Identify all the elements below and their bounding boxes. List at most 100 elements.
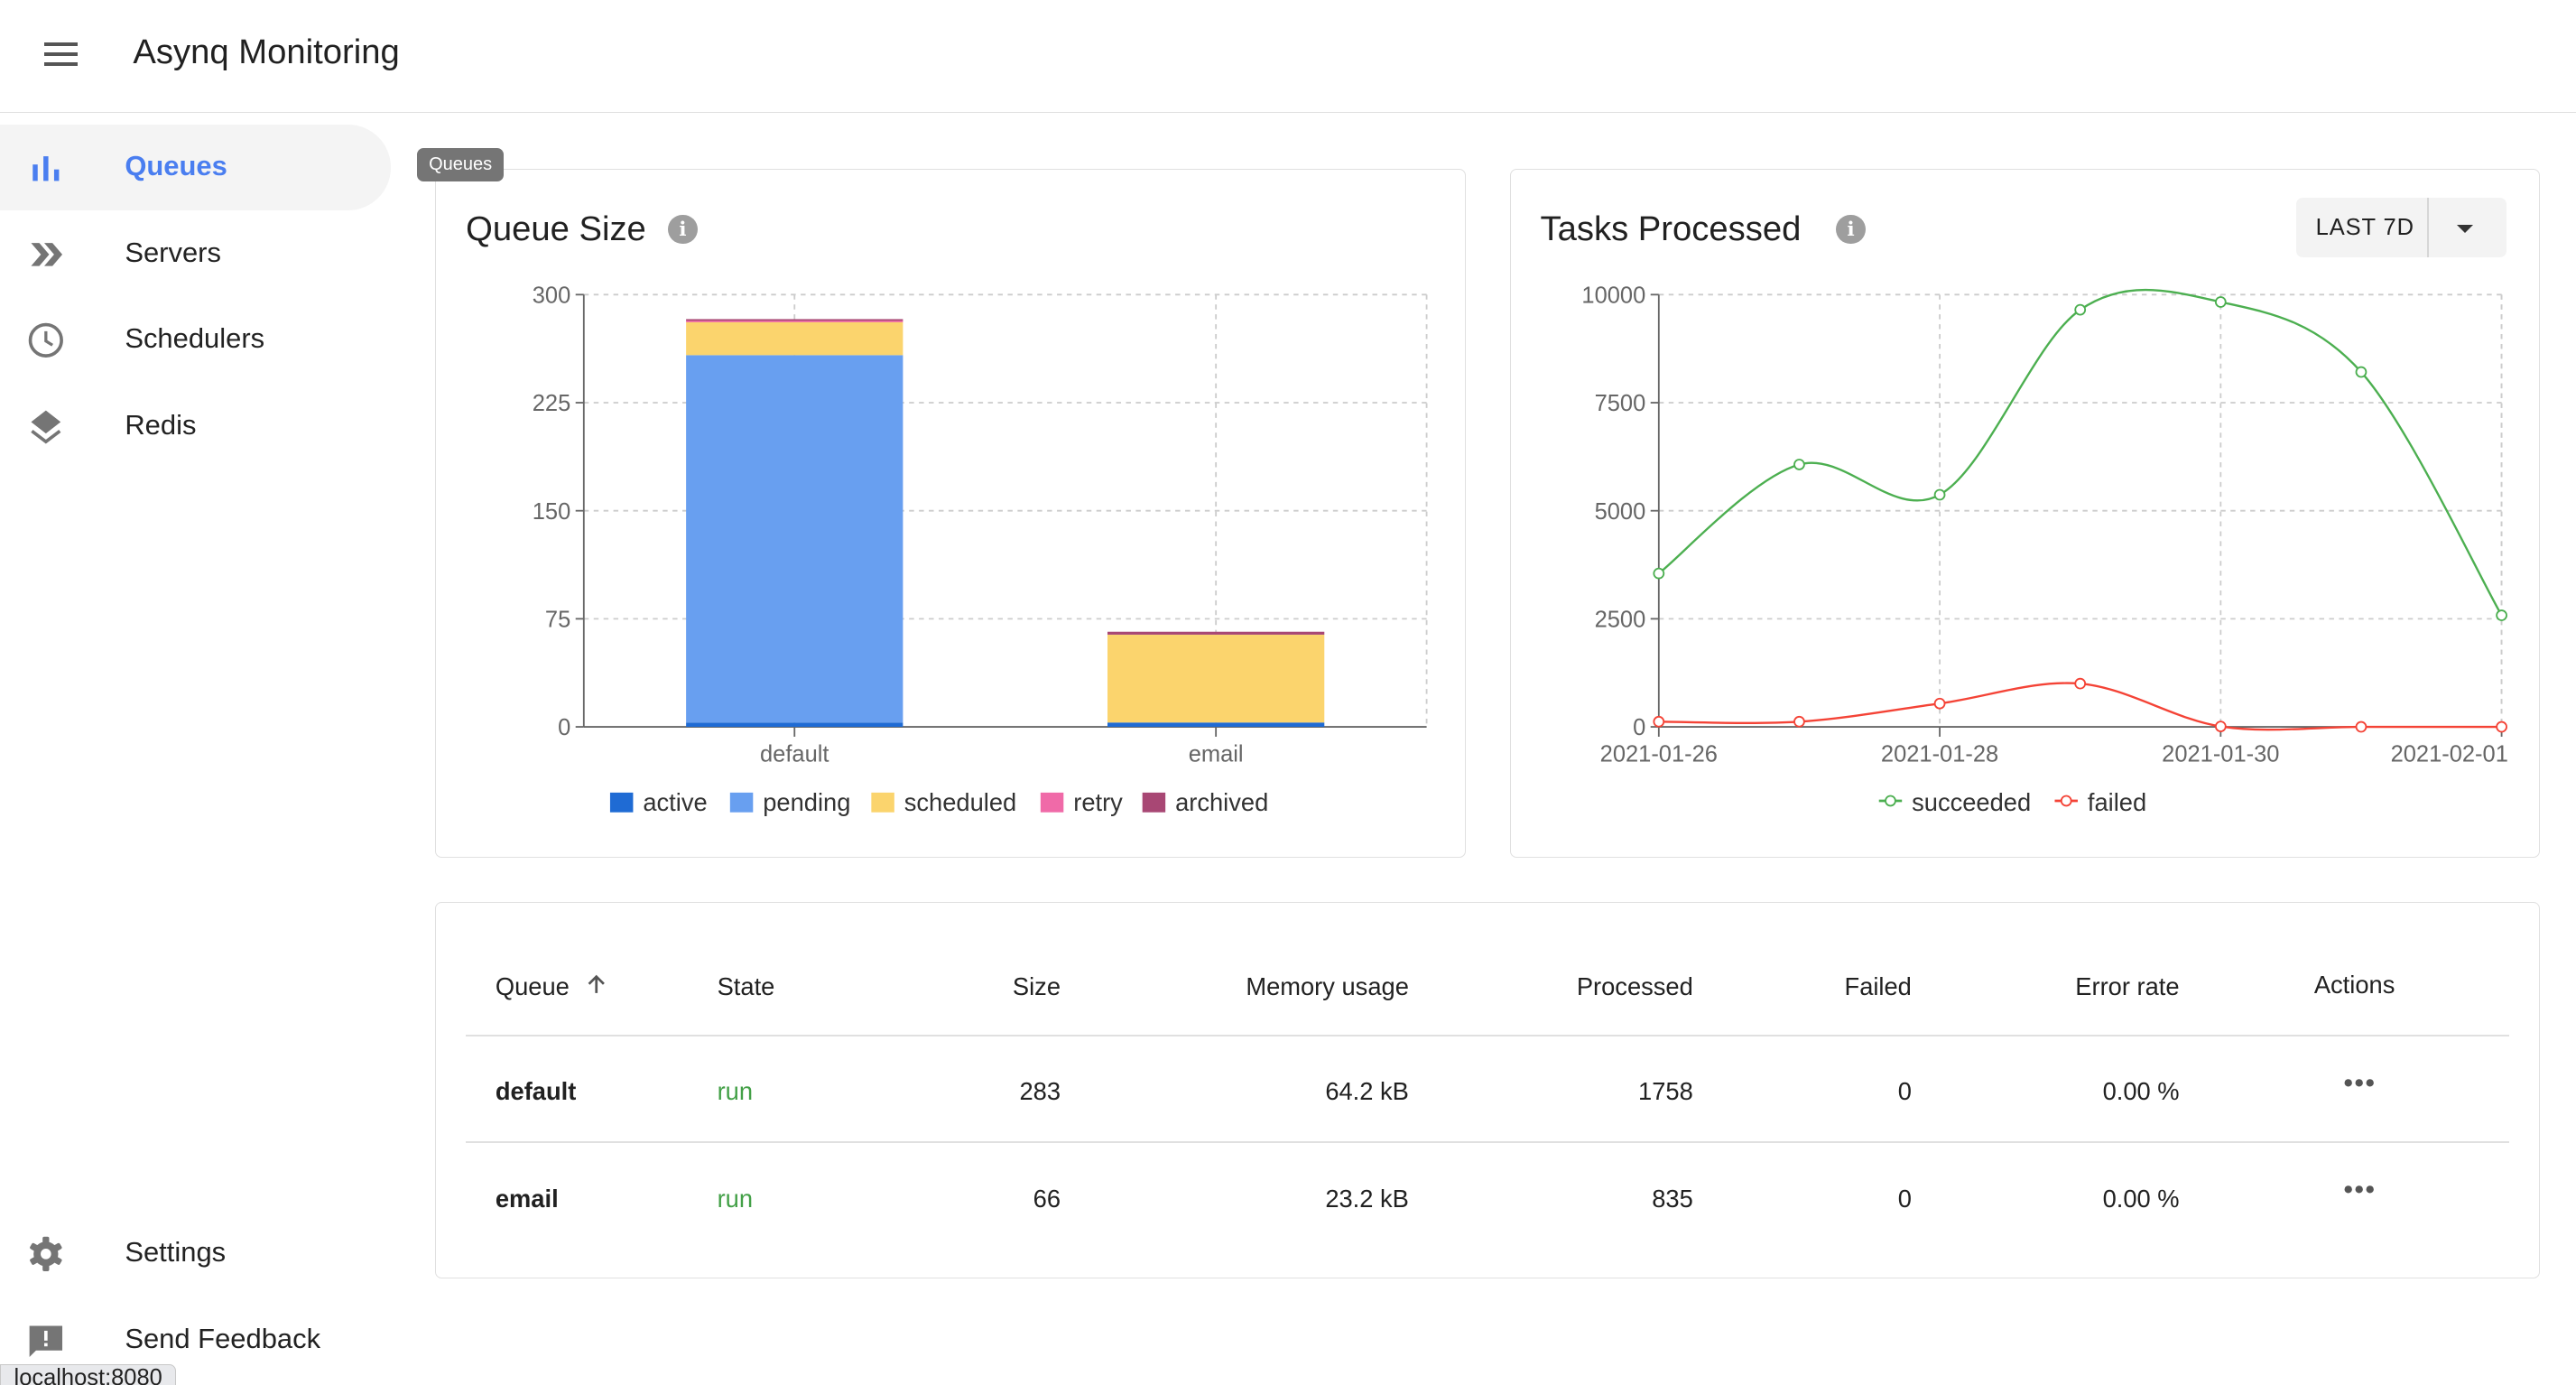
state-cell: run — [717, 1077, 754, 1106]
line-succeeded — [1657, 289, 2503, 617]
x-tick-label: 2021-01-30 — [2162, 742, 2279, 767]
arrow-up-icon — [588, 974, 605, 993]
tooltip: Queues — [417, 147, 504, 182]
info-icon[interactable]: i — [1836, 214, 1866, 245]
failed-cell: 0 — [1897, 1077, 1912, 1106]
processed-cell: 1758 — [1638, 1077, 1693, 1106]
legend-label-failed: failed — [2088, 788, 2146, 816]
legend-marker-succeeded — [1884, 795, 1896, 807]
x-tick-label: 2021-01-28 — [1881, 742, 1998, 767]
point-succeeded — [1793, 459, 1805, 471]
bar-retry-default — [686, 321, 903, 323]
point-succeeded — [1653, 568, 1664, 580]
layers-icon — [31, 411, 61, 444]
y-tick-label: 75 — [545, 608, 570, 633]
bar-archived-email — [1107, 632, 1325, 636]
point-succeeded — [2074, 304, 2086, 316]
y-tick-label: 300 — [533, 284, 571, 309]
x-tick-label: 2021-01-26 — [1599, 742, 1717, 767]
sidebar-item-label: Send Feedback — [125, 1323, 321, 1355]
queue-size-chart: 0 75 150 225 300 default email active pending sch… — [533, 284, 1428, 816]
point-failed — [2074, 678, 2086, 691]
more-actions-icon[interactable]: ••• — [2343, 1069, 2377, 1099]
menu-icon[interactable] — [44, 42, 78, 66]
tasks-processed-title: Tasks Processed — [1540, 209, 1802, 249]
sidebar-item-queues[interactable]: Queues — [0, 125, 392, 210]
app-title: Asynq Monitoring — [133, 33, 400, 72]
queues-table: Queue State Size Memory usage Processed … — [435, 902, 2541, 1279]
divider — [466, 1141, 2510, 1144]
x-tick-label: default — [760, 742, 829, 767]
time-range-label: LAST 7D — [2315, 214, 2414, 240]
point-failed — [2495, 721, 2507, 733]
more-actions-icon[interactable]: ••• — [2343, 1176, 2377, 1205]
queue-size-card: Queue Size i 0 75 150 225 300 default email act… — [435, 169, 1466, 859]
point-failed — [2355, 721, 2368, 733]
legend-label-scheduled: scheduled — [904, 788, 1016, 816]
bar-scheduled-default — [686, 322, 903, 356]
memory-cell: 23.2 kB — [1325, 1184, 1409, 1213]
y-tick-label: 0 — [558, 716, 570, 741]
tasks-processed-card: Tasks Processed i 0 2500 5000 7500 10000 2021… — [1509, 169, 2541, 859]
x-tick-label: 2021-02-01 — [2390, 742, 2507, 767]
column-header-queue[interactable]: Queue — [496, 972, 607, 1001]
error-rate-cell: 0.00 % — [2102, 1077, 2180, 1106]
info-icon[interactable]: i — [667, 214, 698, 245]
sidebar-item-servers[interactable]: Servers — [0, 212, 391, 298]
sidebar-item-label: Servers — [125, 237, 221, 269]
sidebar-item-label: Schedulers — [125, 321, 265, 354]
divider — [466, 1034, 2510, 1036]
size-cell: 283 — [1019, 1077, 1061, 1106]
y-tick-label: 225 — [533, 392, 571, 417]
state-cell: run — [717, 1184, 754, 1213]
y-tick-label: 150 — [533, 499, 571, 525]
legend-label-retry: retry — [1074, 788, 1124, 816]
bar-active-default — [686, 722, 903, 728]
failed-cell: 0 — [1897, 1184, 1912, 1213]
point-succeeded — [1933, 489, 1946, 501]
app-bar: Asynq Monitoring — [0, 0, 2576, 113]
legend-label-succeeded: succeeded — [1912, 788, 2031, 816]
bar-archived-default — [686, 319, 903, 321]
legend-swatch-pending — [730, 793, 754, 813]
bar-active-email — [1107, 722, 1325, 728]
feedback-icon — [29, 1325, 63, 1358]
tasks-processed-chart: 0 2500 5000 7500 10000 2021-01-26 2021-01-28 20… — [1581, 284, 2507, 816]
queue-size-title: Queue Size — [466, 209, 646, 249]
sidebar-item-settings[interactable]: Settings — [0, 1211, 391, 1297]
y-tick-label: 7500 — [1594, 392, 1645, 417]
time-range-select[interactable]: LAST 7D — [2295, 198, 2507, 257]
bar-scheduled-email — [1107, 635, 1325, 723]
legend-swatch-archived — [1143, 793, 1166, 813]
x-tick-label: email — [1189, 742, 1244, 767]
point-failed — [2214, 720, 2227, 733]
point-failed — [1933, 698, 1946, 711]
point-failed — [1793, 716, 1805, 729]
processed-cell: 835 — [1652, 1184, 1693, 1213]
divider — [2427, 198, 2430, 257]
column-header-state: State — [717, 971, 775, 1000]
header-label: Queue — [495, 971, 570, 1000]
queue-name-link[interactable]: email — [495, 1184, 559, 1213]
bar-chart-icon — [32, 155, 60, 181]
sidebar-item-label: Settings — [125, 1235, 227, 1268]
gear-icon — [30, 1236, 62, 1271]
point-succeeded — [2214, 296, 2227, 309]
sidebar-item-label: Redis — [125, 409, 197, 442]
column-header-processed: Processed — [1576, 971, 1693, 1000]
point-failed — [1653, 716, 1664, 729]
sidebar-item-schedulers[interactable]: Schedulers — [0, 297, 391, 383]
sidebar-item-send-feedback[interactable]: Send Feedback — [0, 1298, 391, 1384]
size-cell: 66 — [1033, 1184, 1061, 1213]
queue-name-link[interactable]: default — [495, 1077, 577, 1106]
legend-swatch-scheduled — [871, 793, 895, 813]
sidebar-item-redis[interactable]: Redis — [0, 385, 391, 470]
caret-down-icon[interactable] — [2457, 224, 2474, 233]
legend-label-archived: archived — [1175, 788, 1268, 816]
memory-cell: 64.2 kB — [1325, 1077, 1409, 1106]
legend-label-active: active — [644, 788, 708, 816]
y-tick-label: 10000 — [1581, 284, 1645, 309]
legend-swatch-active — [610, 793, 634, 813]
legend-marker-failed — [2060, 795, 2072, 807]
